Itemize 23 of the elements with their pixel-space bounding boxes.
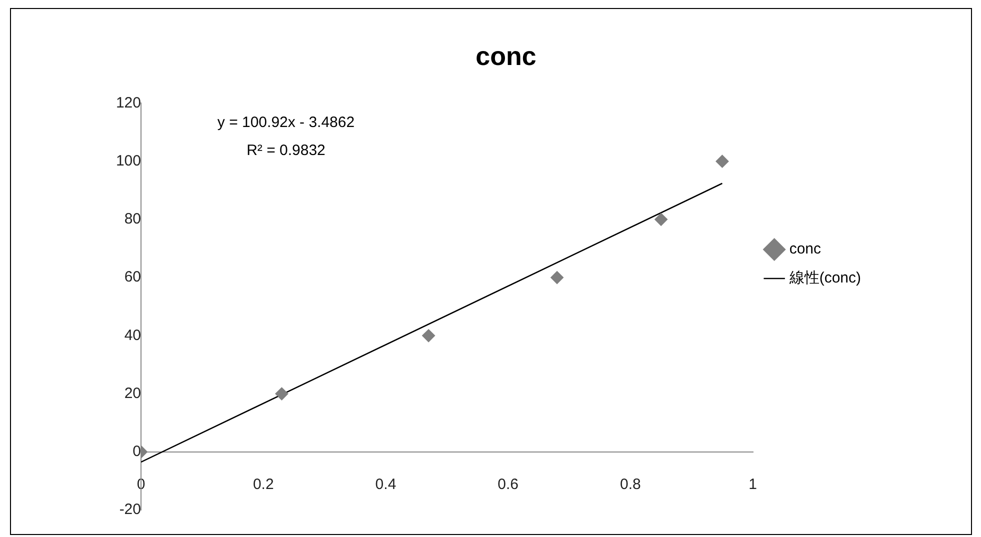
- annotation: R² = 0.9832: [246, 142, 326, 160]
- legend-label: 線性(conc): [788, 270, 862, 287]
- annotation: y = 100.92x - 3.4862: [217, 114, 355, 132]
- point: [422, 329, 436, 342]
- x-tick-label: 0.8: [620, 476, 641, 494]
- point: [654, 212, 668, 226]
- y-tick-label: 0: [132, 443, 141, 460]
- y-tick-label: 20: [124, 384, 141, 402]
- y-tick-label: 60: [124, 268, 141, 286]
- y-tick-label: -20: [119, 501, 141, 518]
- x-tick-label: 1: [748, 476, 757, 494]
- y-tick-label: 40: [124, 326, 141, 344]
- x-tick-label: 0.2: [252, 476, 274, 494]
- y-tick-label: 120: [116, 94, 141, 112]
- x-tick-label: 0.4: [375, 476, 396, 494]
- point: [550, 271, 564, 284]
- y-tick-label: 80: [124, 210, 141, 228]
- chart-title: conc: [476, 40, 536, 71]
- point: [275, 387, 288, 400]
- y-tick-label: 100: [116, 152, 141, 170]
- x-tick-label: 0.6: [498, 476, 519, 494]
- legend-label: conc: [789, 240, 822, 258]
- point: [716, 154, 729, 168]
